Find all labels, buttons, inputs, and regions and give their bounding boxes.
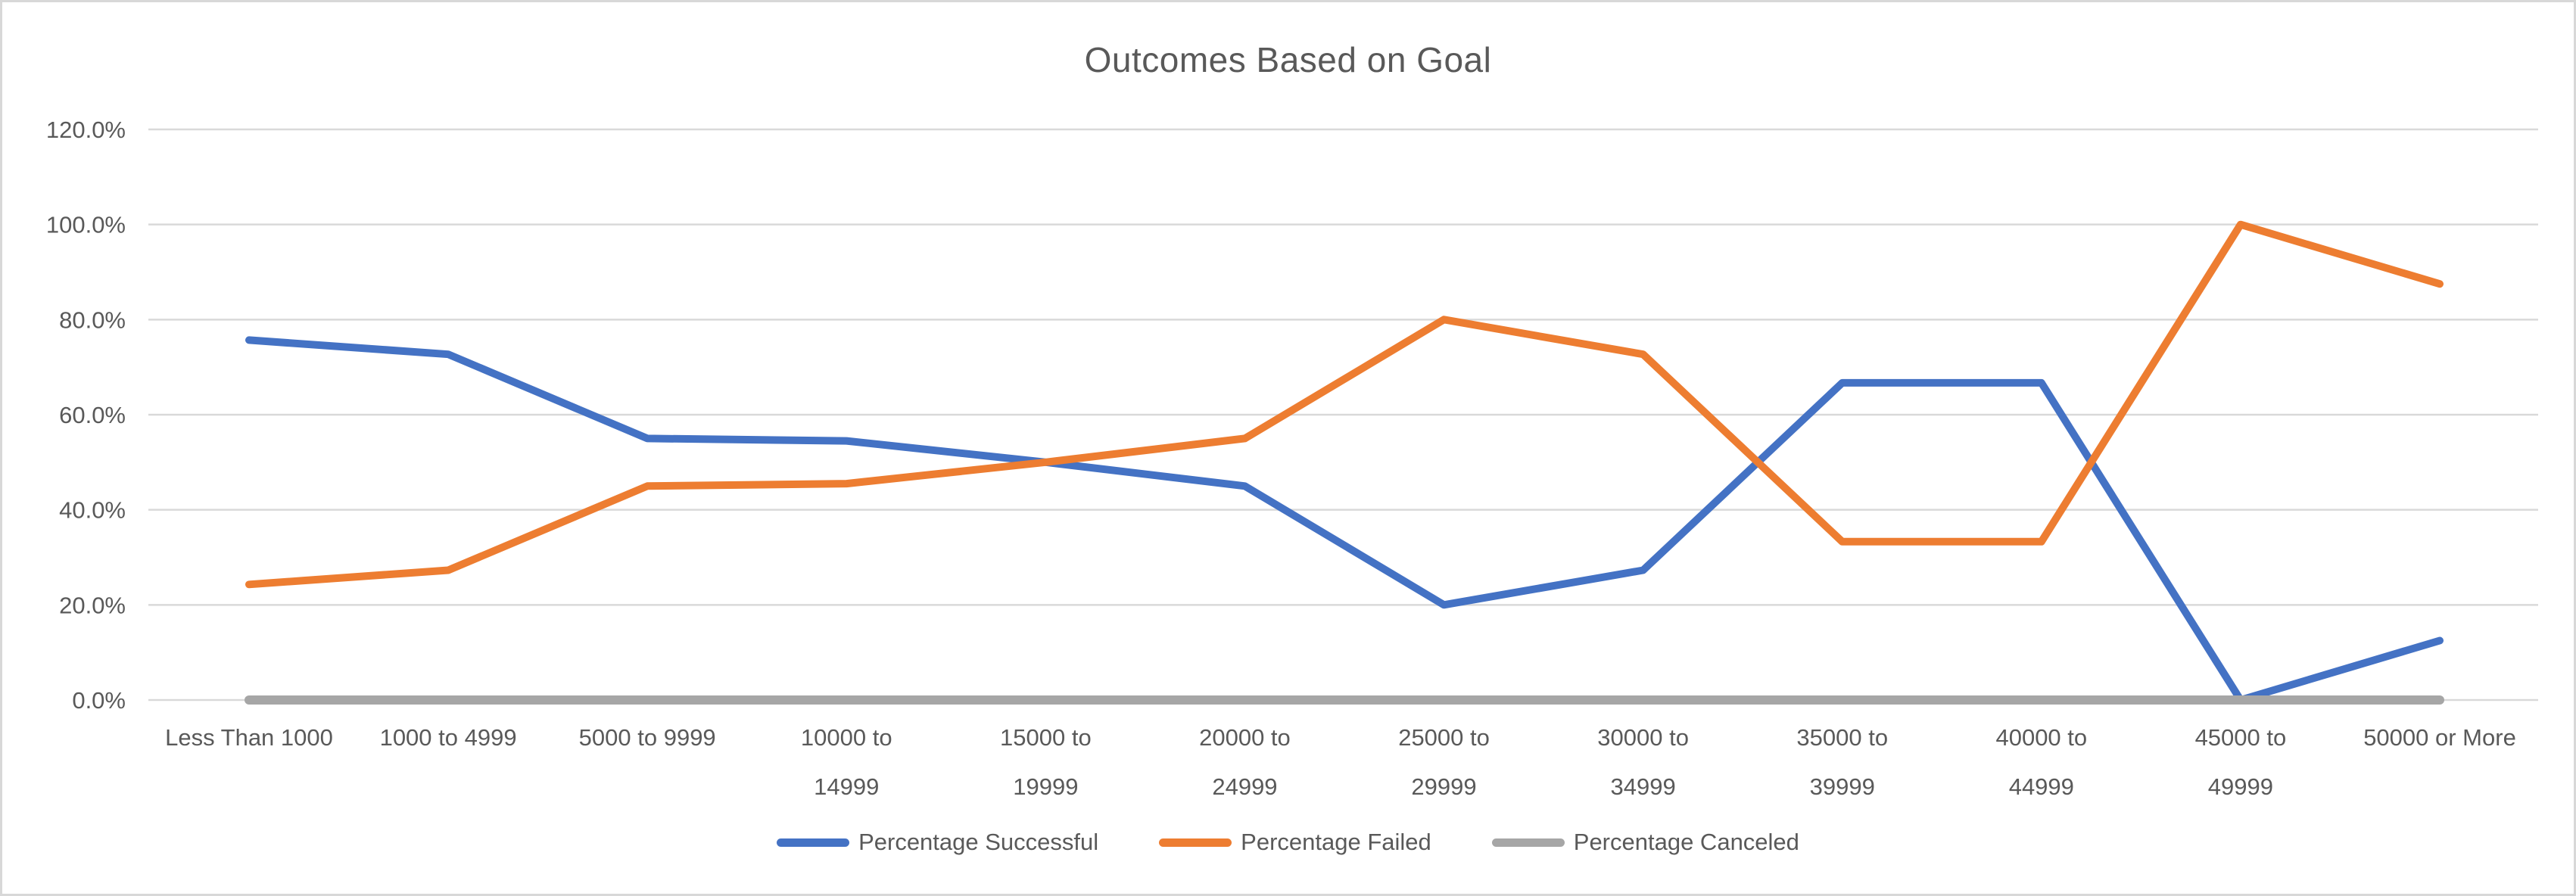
series-line-percentage-failed <box>245 220 2444 589</box>
legend-item-percentage-canceled: Percentage Canceled <box>1491 829 1799 856</box>
legend-swatch-icon <box>777 838 850 847</box>
x-axis-category-label: 15000 to 19999 <box>1000 724 1092 800</box>
x-axis-category-label: 50000 or More <box>2363 724 2516 751</box>
legend: Percentage Successful Percentage Failed Pe… <box>2 829 2574 856</box>
x-axis-category-label: 30000 to 34999 <box>1597 724 1689 800</box>
y-axis-tick-label: 60.0% <box>59 402 126 428</box>
x-axis-category-label: 5000 to 9999 <box>579 724 716 751</box>
series-line-percentage-successful <box>245 336 2444 704</box>
chart-title: Outcomes Based on Goal <box>1084 40 1492 79</box>
legend-label: Percentage Successful <box>858 829 1099 855</box>
x-axis-category-label: Less Than 1000 <box>165 724 333 751</box>
x-axis-category-label: 45000 to 49999 <box>2195 724 2287 800</box>
y-axis-tick-label: 20.0% <box>59 592 126 618</box>
legend-label: Percentage Canceled <box>1573 829 1799 855</box>
y-axis-tick-label: 100.0% <box>46 212 126 238</box>
x-axis-category-label: 10000 to 14999 <box>801 724 892 800</box>
legend-label: Percentage Failed <box>1241 829 1431 855</box>
x-axis-category-label: 20000 to 24999 <box>1199 724 1291 800</box>
y-axis-tick-label: 80.0% <box>59 306 126 333</box>
y-axis-tick-label: 120.0% <box>46 117 126 143</box>
y-axis-tick-label: 0.0% <box>72 687 126 714</box>
x-axis-category-label: 40000 to 44999 <box>1995 724 2087 800</box>
x-axis-category-label: 35000 to 39999 <box>1796 724 1888 800</box>
y-axis-tick-label: 40.0% <box>59 497 126 524</box>
x-axis-category-label: 25000 to 29999 <box>1398 724 1490 800</box>
legend-swatch-icon <box>1159 838 1232 847</box>
legend-swatch-icon <box>1491 838 1565 847</box>
legend-item-percentage-successful: Percentage Successful <box>777 829 1098 856</box>
legend-item-percentage-failed: Percentage Failed <box>1159 829 1431 856</box>
x-axis-category-label: 1000 to 4999 <box>380 724 517 751</box>
